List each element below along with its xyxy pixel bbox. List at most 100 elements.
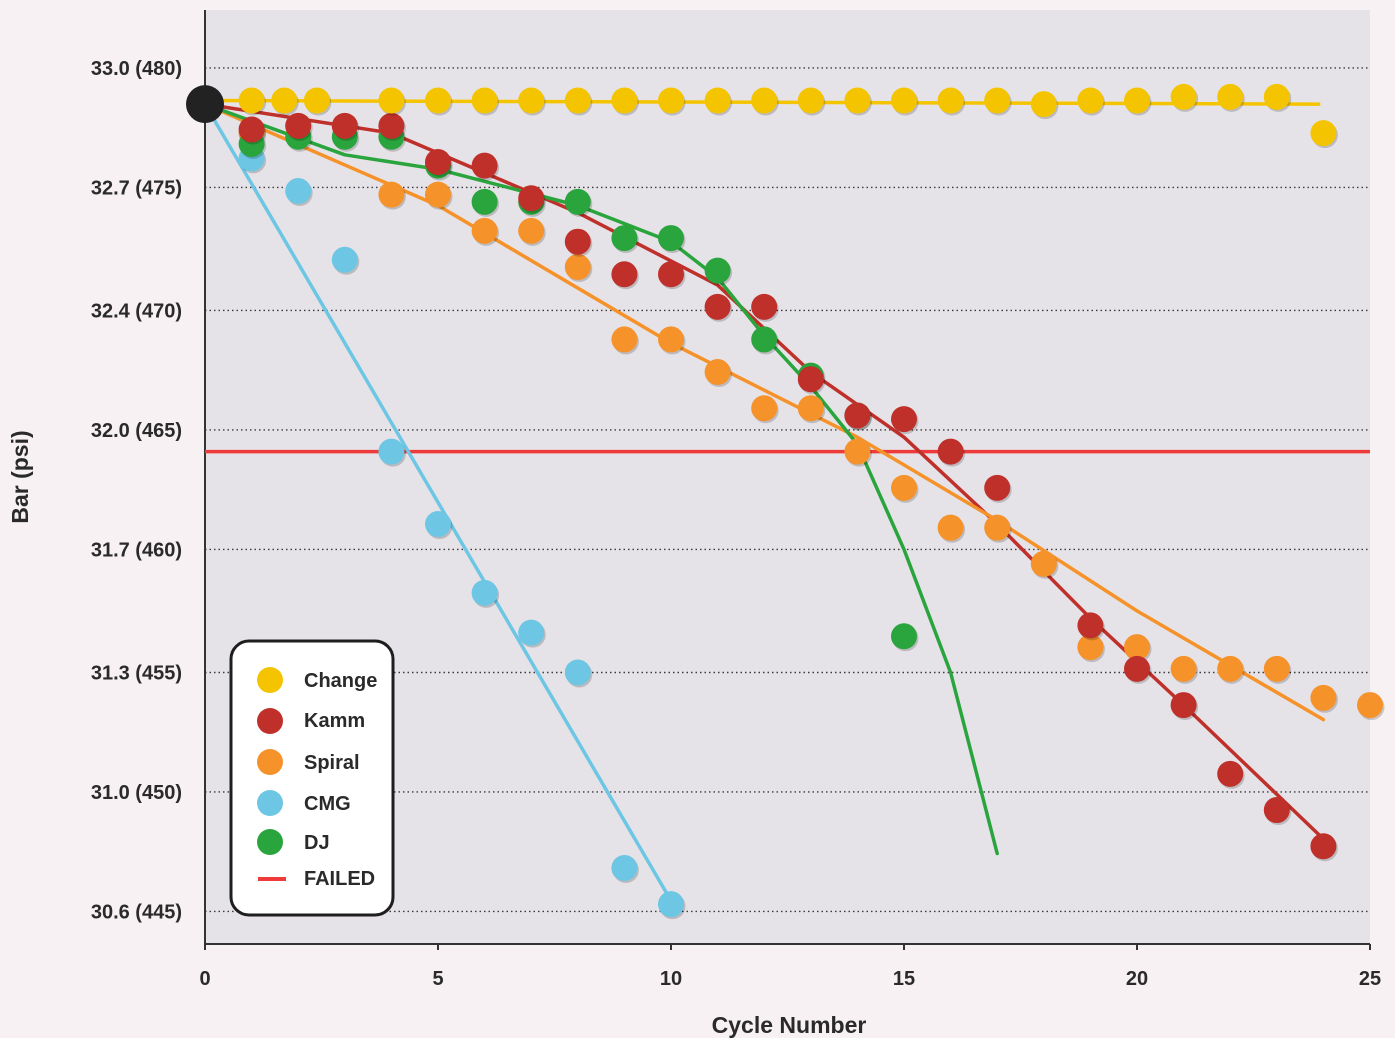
data-point-change	[1217, 83, 1244, 110]
data-point-kamm	[891, 406, 917, 433]
start-point	[186, 85, 224, 124]
data-points	[186, 83, 1385, 920]
x-tick-label: 25	[1359, 968, 1381, 990]
data-point-kamm	[518, 185, 545, 212]
data-point-spiral	[1263, 655, 1290, 682]
legend-marker-cmg	[257, 790, 283, 816]
data-point-kamm	[238, 116, 265, 143]
data-point-spiral	[797, 395, 824, 422]
y-tick-label: 32.4 (470)	[91, 300, 182, 322]
data-point-change	[1170, 83, 1197, 110]
data-point-change	[751, 87, 778, 114]
data-point-change	[425, 87, 451, 114]
legend-marker-change	[257, 667, 283, 693]
data-point-kamm	[285, 112, 312, 139]
y-tick-label: 31.0 (450)	[91, 782, 182, 804]
data-point-change	[797, 87, 824, 114]
data-point-cmg	[471, 579, 498, 606]
data-point-dj	[611, 225, 638, 252]
data-point-cmg	[564, 659, 591, 686]
data-point-change	[984, 87, 1011, 114]
data-point-change	[891, 87, 917, 114]
data-point-cmg	[518, 619, 545, 646]
legend: Change Kamm Spiral CMG DJ FAILED	[229, 639, 395, 917]
data-point-change	[704, 87, 731, 114]
data-point-dj	[751, 326, 778, 353]
data-point-spiral	[1310, 684, 1337, 711]
data-point-change	[937, 87, 964, 114]
data-point-kamm	[564, 228, 591, 255]
data-point-spiral	[658, 326, 684, 353]
legend-label-change: Change	[304, 670, 377, 692]
data-point-kamm	[704, 293, 731, 320]
data-point-dj	[564, 188, 591, 215]
data-point-cmg	[425, 511, 451, 538]
y-tick-label: 31.3 (455)	[91, 662, 182, 684]
legend-marker-spiral	[257, 749, 283, 775]
data-point-spiral	[704, 359, 731, 386]
data-point-kamm	[1077, 612, 1104, 639]
data-point-change	[303, 87, 330, 114]
legend-label-failed: FAILED	[304, 868, 375, 890]
data-point-change	[564, 87, 591, 114]
data-point-dj	[891, 623, 917, 650]
data-point-spiral	[984, 514, 1011, 541]
y-tick-label: 32.0 (465)	[91, 420, 182, 442]
data-point-spiral	[518, 217, 545, 244]
data-point-kamm	[611, 261, 638, 288]
data-point-change	[271, 87, 298, 114]
data-point-spiral	[1124, 634, 1150, 661]
data-point-change	[844, 87, 871, 114]
data-point-spiral	[937, 514, 964, 541]
data-point-kamm	[1263, 797, 1290, 824]
data-point-spiral	[1217, 655, 1244, 682]
data-point-cmg	[285, 178, 312, 205]
x-tick-label: 15	[893, 968, 915, 990]
data-point-dj	[658, 225, 684, 252]
data-point-change	[518, 87, 545, 114]
data-point-dj	[471, 188, 498, 215]
data-point-change	[1263, 83, 1290, 110]
data-point-spiral	[891, 474, 917, 501]
x-axis-tick-labels: 0 5 10 15 20 25	[199, 944, 1381, 990]
data-point-spiral	[611, 326, 638, 353]
data-point-spiral	[1077, 634, 1104, 661]
legend-label-spiral: Spiral	[304, 752, 360, 774]
data-point-cmg	[658, 891, 684, 918]
x-tick-label: 20	[1126, 968, 1148, 990]
data-point-spiral	[1357, 692, 1383, 719]
data-point-change	[1310, 120, 1337, 147]
data-point-spiral	[1030, 550, 1057, 577]
data-point-change	[471, 87, 498, 114]
y-tick-label: 31.7 (460)	[91, 539, 182, 561]
data-point-kamm	[797, 366, 824, 393]
y-tick-label: 30.6 (445)	[91, 901, 182, 923]
data-point-kamm	[1124, 655, 1150, 682]
plot-background	[205, 10, 1370, 944]
trend-line-cmg	[203, 102, 673, 903]
data-point-dj	[704, 257, 731, 284]
data-point-kamm	[425, 149, 451, 176]
data-point-kamm	[751, 293, 778, 320]
data-point-spiral	[564, 254, 591, 281]
legend-label-kamm: Kamm	[304, 710, 365, 732]
data-point-kamm	[658, 261, 684, 288]
data-point-spiral	[751, 395, 778, 422]
data-point-change	[378, 87, 405, 114]
data-point-kamm	[937, 438, 964, 465]
data-point-kamm	[1217, 760, 1244, 787]
data-point-kamm	[471, 152, 498, 179]
data-point-spiral	[471, 217, 498, 244]
data-point-change	[1030, 91, 1057, 118]
data-point-change	[238, 87, 265, 114]
data-point-spiral	[425, 181, 451, 208]
data-point-change	[611, 87, 638, 114]
data-point-spiral	[378, 181, 405, 208]
trend-line-dj	[203, 102, 999, 856]
data-point-kamm	[844, 402, 871, 429]
data-point-spiral	[1170, 655, 1197, 682]
y-tick-label: 33.0 (480)	[91, 58, 182, 80]
x-tick-label: 0	[199, 968, 210, 990]
legend-label-cmg: CMG	[304, 793, 351, 815]
